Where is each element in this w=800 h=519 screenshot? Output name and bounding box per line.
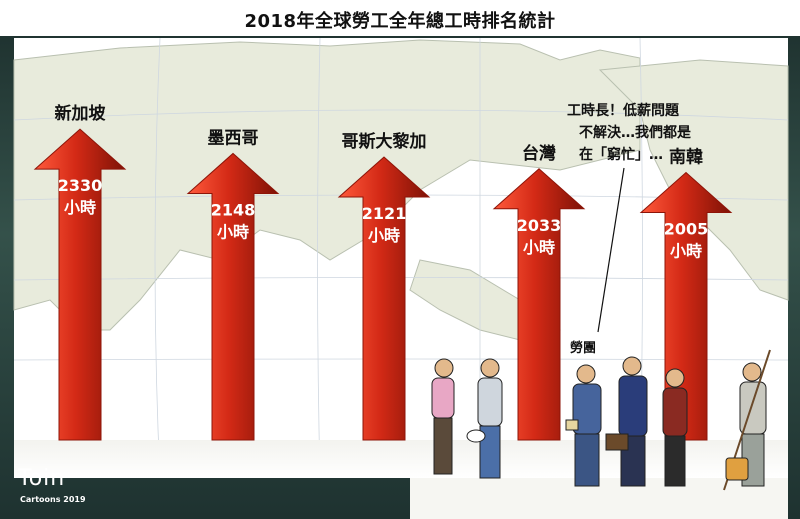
- speech-line-3: 在「窮忙」…: [579, 146, 663, 163]
- credit-sub: Cartoons 2019: [20, 495, 86, 504]
- worker-figure: [565, 364, 602, 487]
- unit-label: 小時: [368, 226, 400, 245]
- worker-figure: [431, 358, 455, 475]
- floor: [14, 440, 788, 478]
- title-bar: [0, 0, 800, 36]
- bar-arrow: [337, 156, 431, 441]
- category-label: 台灣: [522, 143, 556, 164]
- unit-label: 小時: [64, 198, 96, 217]
- briefcase-figure: [605, 356, 648, 487]
- worker-figure: [662, 368, 688, 487]
- worker-figure: [466, 358, 503, 479]
- bars-group: 新加坡 2330 小時 墨西哥 2148 小時 哥斯大黎加 2121 小時 台灣 2033 小時 南韓 2…: [33, 103, 733, 441]
- value-label: 2330: [58, 176, 103, 195]
- unit-label: 小時: [670, 242, 702, 261]
- category-label: 南韓: [669, 147, 703, 168]
- speech-pointer: [597, 167, 625, 333]
- category-label: 墨西哥: [208, 128, 259, 148]
- value-label: 2033: [517, 216, 562, 235]
- unit-label: 小時: [523, 238, 555, 257]
- bar-arrow: [492, 168, 586, 441]
- bar-arrow: [186, 152, 280, 441]
- credit-name: Toin: [18, 466, 66, 491]
- bar-arrow: [33, 128, 127, 441]
- speech-line-2: 不解決…我們都是: [579, 124, 692, 141]
- sweeper-figure: [723, 349, 771, 491]
- value-label: 2121: [362, 204, 407, 223]
- unit-label: 小時: [217, 222, 249, 241]
- value-label: 2148: [211, 200, 256, 219]
- value-label: 2005: [664, 220, 709, 239]
- category-label: 哥斯大黎加: [342, 131, 427, 152]
- group-label: 勞團: [570, 340, 596, 356]
- speech-line-1: 工時長！低薪問題: [567, 102, 680, 119]
- speech-bubble: 工時長！低薪問題 不解決…我們都是 在「窮忙」…: [567, 102, 692, 333]
- bar-arrow: [639, 171, 733, 441]
- category-label: 新加坡: [55, 103, 106, 124]
- chart-title: 2018年全球勞工全年總工時排名統計: [244, 11, 556, 32]
